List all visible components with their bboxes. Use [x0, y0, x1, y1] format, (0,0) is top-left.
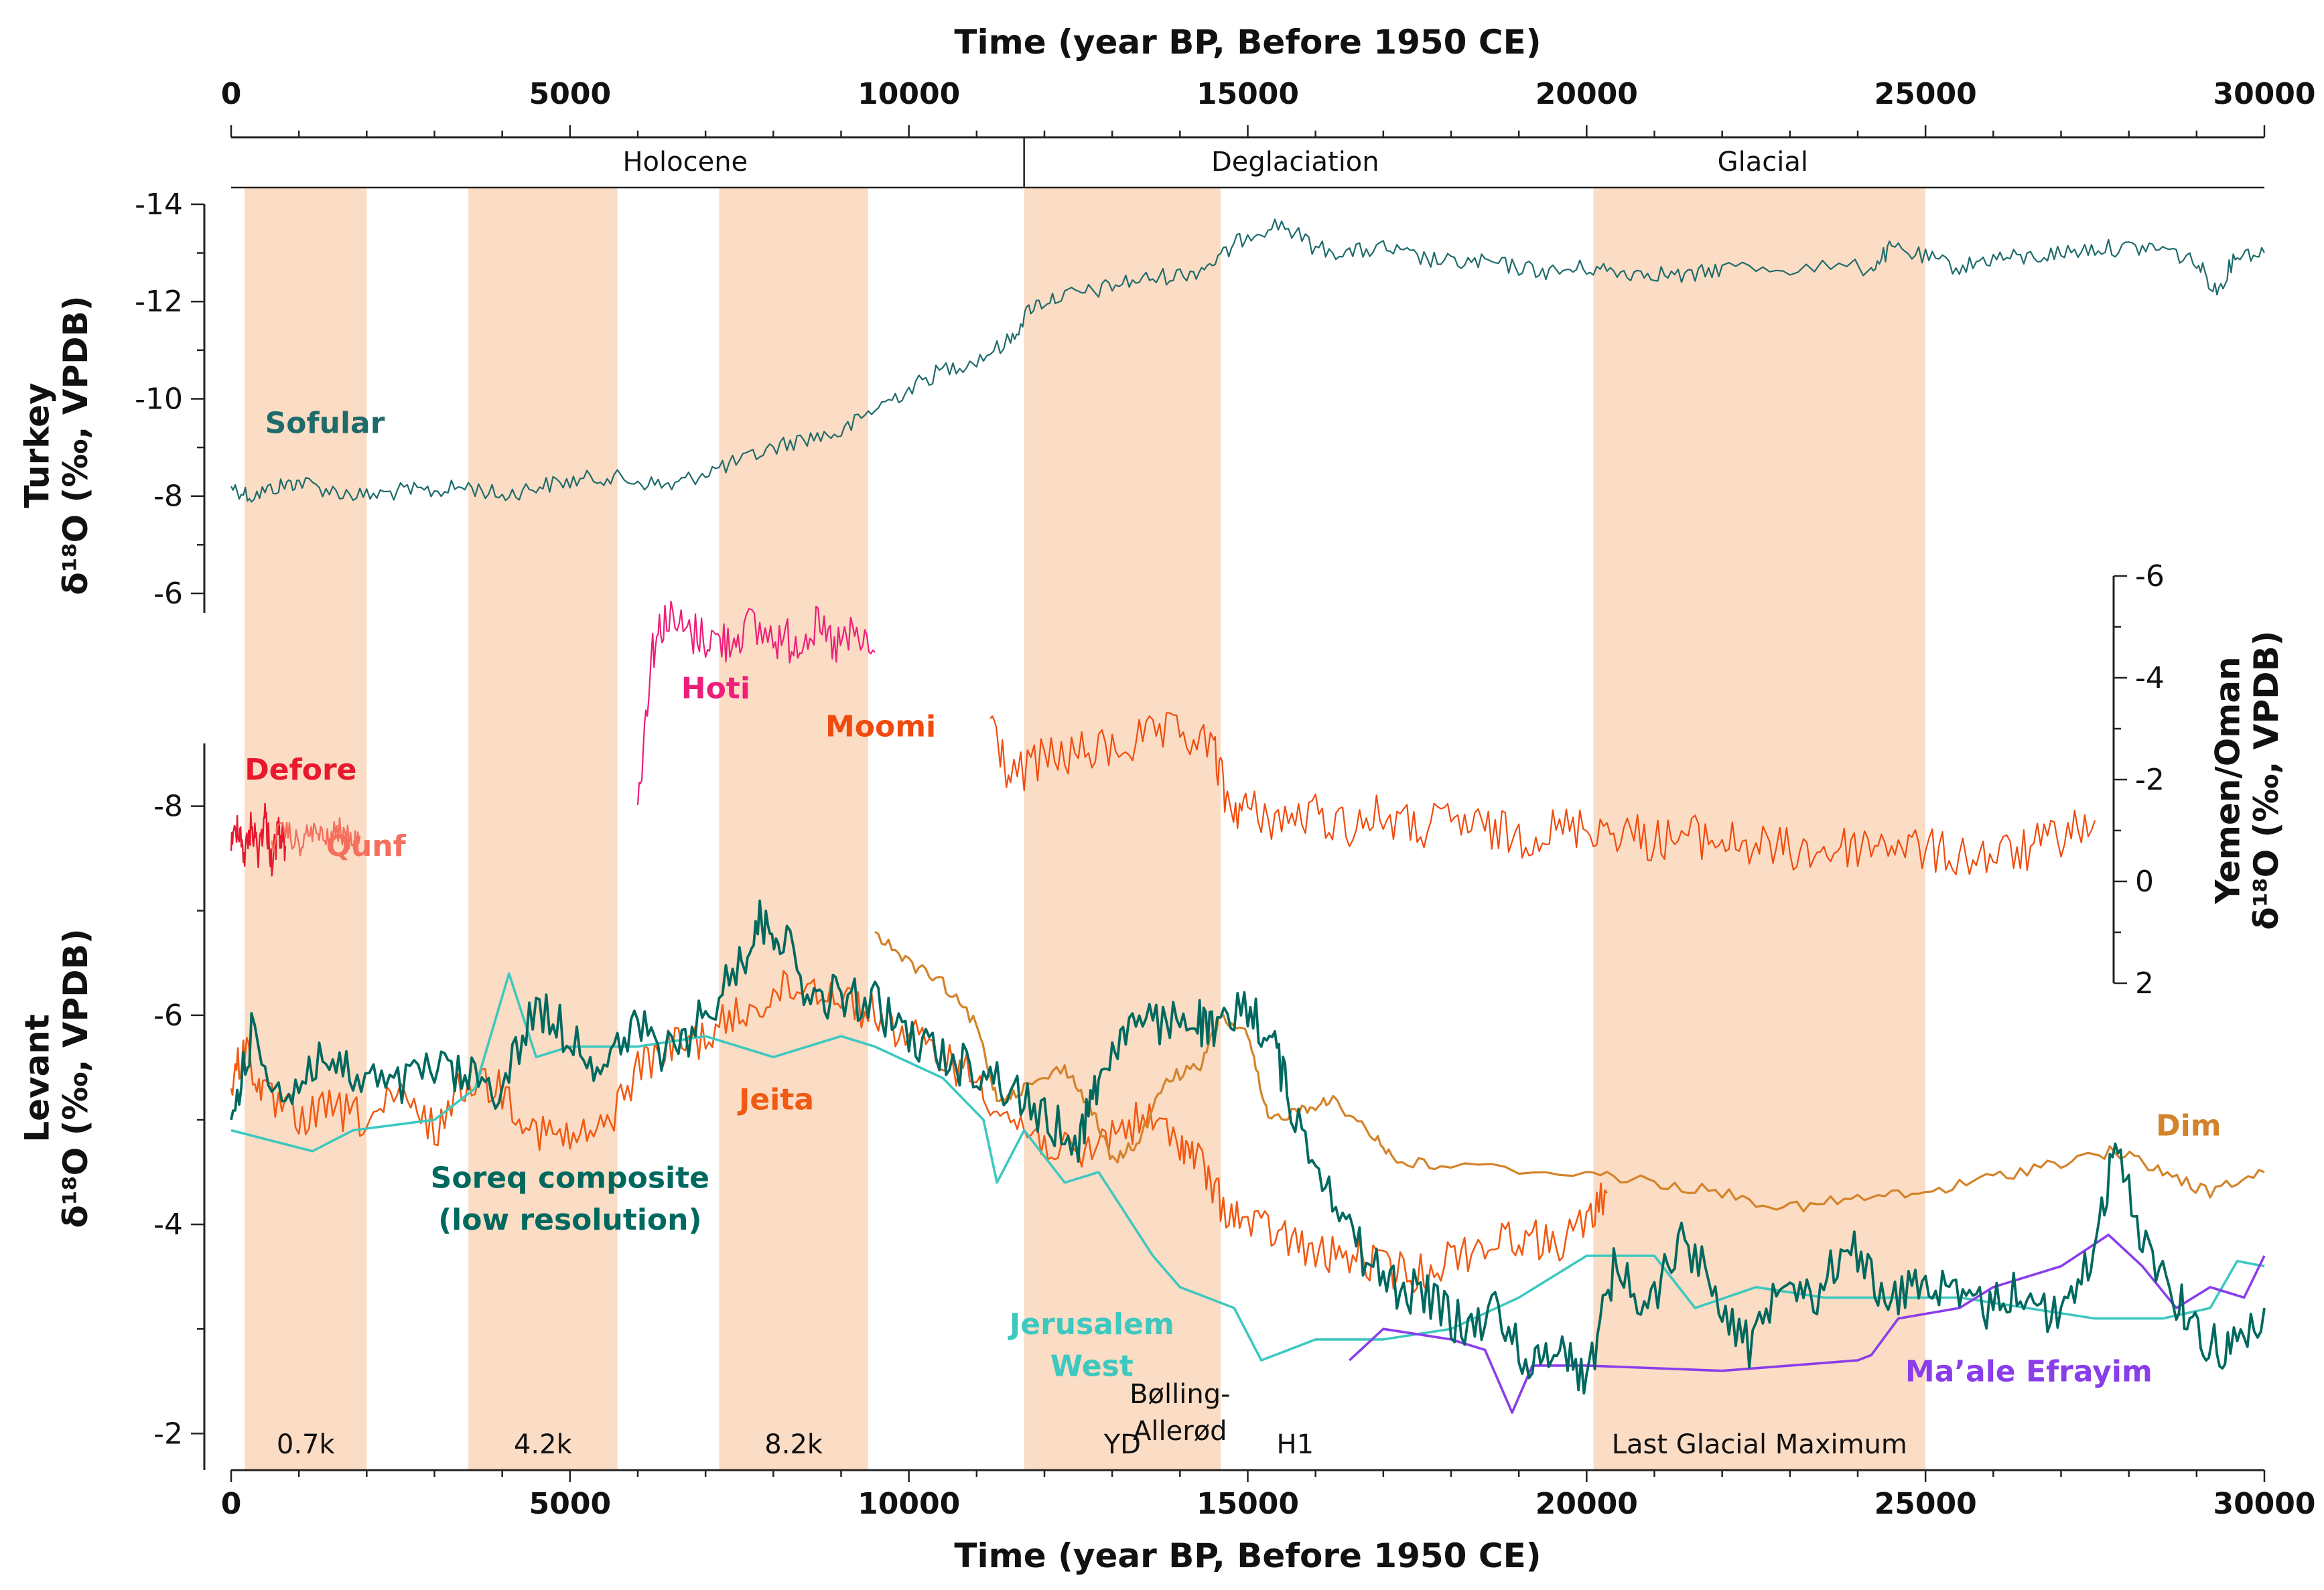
series-labels: Sofular Hoti Moomi Defore Qunf Jeita Dim Soreq …: [245, 406, 2221, 1388]
top-tick-label: 25000: [1874, 77, 1977, 111]
series-label-8: (low resolution): [438, 1203, 702, 1237]
top-tick-label: 30000: [2213, 77, 2315, 111]
turkey-axis-title: Turkeyδ¹⁸O (‰, VPDB): [18, 295, 96, 595]
series-label-6: Dim: [2156, 1108, 2221, 1143]
series-qunf: [271, 817, 361, 857]
series-label-4: Qunf: [326, 829, 407, 863]
series-label-9: Jerusalem: [1008, 1307, 1174, 1342]
levant-tick-label: -2: [153, 1417, 183, 1451]
bottom-tick-label: 25000: [1874, 1487, 1977, 1521]
bottom-tick-label: 15000: [1197, 1487, 1299, 1521]
yemen_oman-tick-label: 2: [2135, 966, 2154, 1001]
axes: 0 0 5000 5000 10000 10000 15000 15000 20000 20000…: [18, 23, 2316, 1575]
top-tick-label: 5000: [529, 77, 611, 111]
series-ma-ale-efrayim: [1349, 1233, 2266, 1414]
period-bar: Holocene Deglaciation Glacial: [231, 137, 2264, 189]
period-label-1: Deglaciation: [1211, 147, 1379, 177]
series-hoti: [636, 600, 876, 806]
period-label-0: Holocene: [622, 147, 748, 177]
series-label-1: Hoti: [681, 671, 750, 705]
series-label-3: Defore: [245, 753, 356, 787]
series-soreq-composite: [230, 899, 2266, 1395]
event-labels: 0.7k 4.2k 8.2k YD Last Glacial Maximum Bøllin…: [277, 1379, 1907, 1460]
yemen_oman-axis-title: Yemen/Omanδ¹⁸O (‰, VPDB): [2209, 630, 2286, 930]
series-moomi: [989, 712, 2096, 875]
turkey-tick-label: -12: [135, 285, 183, 319]
turkey-tick-label: -8: [153, 480, 183, 514]
top-tick-label: 20000: [1535, 77, 1638, 111]
turkey-tick-label: -14: [135, 188, 183, 222]
shaded-intervals: [245, 188, 1926, 1470]
bottom-tick-label: 30000: [2213, 1487, 2315, 1521]
top-tick-label: 0: [221, 77, 242, 111]
event-label-2: H1: [1277, 1429, 1314, 1460]
period-label-2: Glacial: [1718, 147, 1808, 177]
yemen_oman-tick-label: 0: [2135, 865, 2154, 899]
shaded-interval-1: [468, 188, 618, 1470]
shaded-interval-3: [1024, 188, 1221, 1470]
interval-label-3: YD: [1103, 1429, 1141, 1460]
series-lines: [230, 218, 2266, 1414]
yemen_oman-tick-label: -4: [2135, 661, 2165, 695]
series-label-0: Sofular: [265, 406, 385, 440]
top-axis-title: Time (year BP, Before 1950 CE): [954, 23, 1541, 62]
interval-label-1: 4.2k: [514, 1429, 573, 1460]
event-label-1: Allerød: [1133, 1416, 1227, 1447]
levant-tick-label: -6: [153, 999, 183, 1033]
series-label-7: Soreq composite: [431, 1161, 709, 1195]
levant-tick-label: -8: [153, 790, 183, 824]
yemen_oman-tick-label: -2: [2135, 763, 2165, 797]
levant-tick-label: -4: [153, 1208, 183, 1242]
bottom-tick-label: 20000: [1535, 1487, 1638, 1521]
series-label-2: Moomi: [825, 709, 936, 743]
top-tick-label: 10000: [858, 77, 960, 111]
yemen_oman-tick-label: -6: [2135, 559, 2165, 593]
series-label-11: Ma’ale Efrayim: [1905, 1354, 2152, 1388]
series-dim: [874, 930, 2265, 1213]
turkey-tick-label: -10: [135, 382, 183, 416]
series-label-10: West: [1050, 1349, 1134, 1383]
interval-label-2: 8.2k: [764, 1429, 823, 1460]
series-jeita: [230, 970, 1608, 1293]
bottom-tick-label: 5000: [529, 1487, 611, 1521]
series-sofular: [230, 218, 2265, 503]
series-label-5: Jeita: [737, 1082, 814, 1116]
shaded-interval-2: [719, 188, 868, 1470]
bottom-axis-title: Time (year BP, Before 1950 CE): [954, 1536, 1541, 1575]
top-tick-label: 15000: [1197, 77, 1299, 111]
turkey-tick-label: -6: [153, 577, 183, 611]
bottom-tick-label: 0: [221, 1487, 242, 1521]
interval-label-4: Last Glacial Maximum: [1612, 1429, 1907, 1460]
interval-label-0: 0.7k: [277, 1429, 336, 1460]
event-label-0: Bølling-: [1130, 1379, 1230, 1410]
levant-axis-title: Levantδ¹⁸O (‰, VPDB): [18, 928, 96, 1228]
bottom-tick-label: 10000: [858, 1487, 960, 1521]
